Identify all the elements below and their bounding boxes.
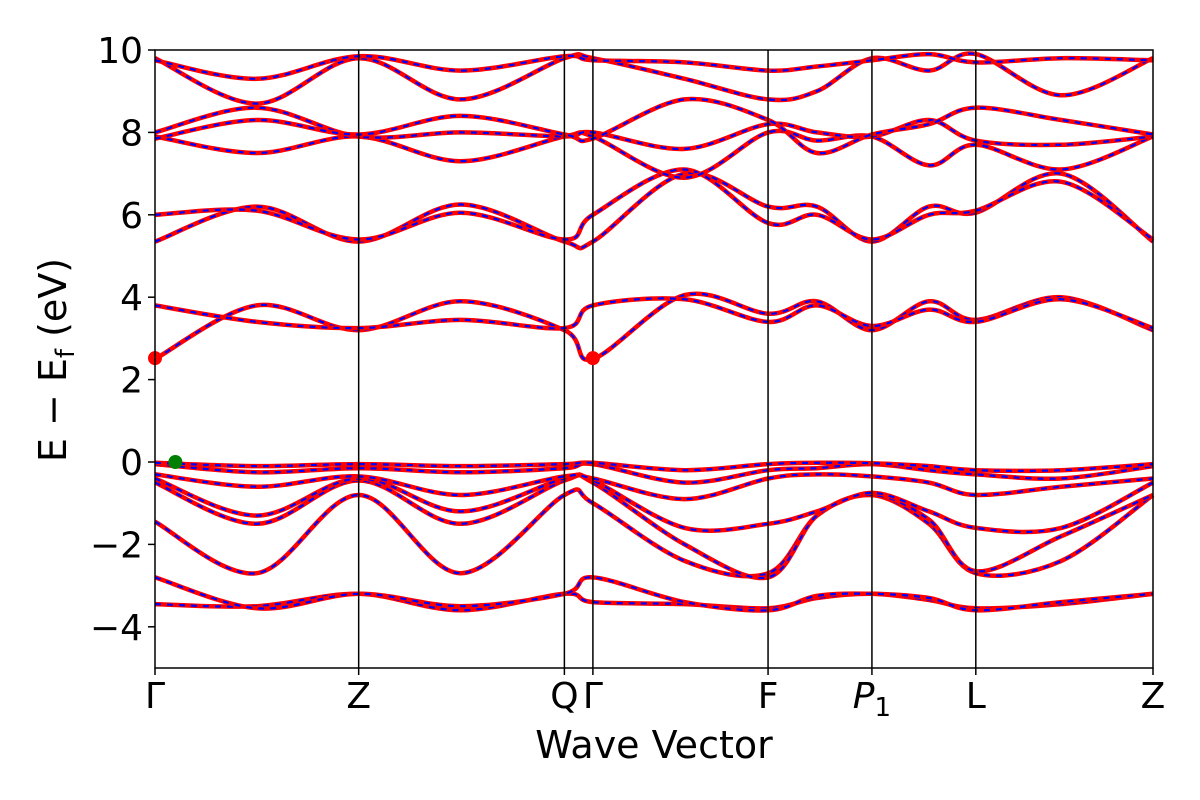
vbm-marker xyxy=(168,455,183,469)
band-4-dashed xyxy=(154,473,1154,580)
y-tick-label: −4 xyxy=(90,608,143,649)
x-axis-label: Wave Vector xyxy=(535,723,773,767)
y-axis-label-prefix: E − E xyxy=(31,358,75,462)
high-symmetry-lines xyxy=(357,50,977,668)
y-axis-label-subscript: f xyxy=(51,348,81,358)
cbm-marker xyxy=(585,351,600,366)
y-axis-label: E − Ef (eV) xyxy=(31,258,81,462)
y-axis-ticks: −4 −2 0 2 4 6 8 10 xyxy=(90,31,155,649)
band-16-dashed xyxy=(154,52,1154,105)
band-12-dashed xyxy=(154,168,1154,241)
x-tick-label: Z xyxy=(346,676,371,717)
y-tick-label: 2 xyxy=(120,361,143,402)
x-tick-label: P1 xyxy=(853,676,891,723)
y-tick-label: 10 xyxy=(97,31,143,72)
y-tick-label: 0 xyxy=(120,443,143,484)
x-tick-label: Γ xyxy=(145,676,165,717)
x-tick-label: L xyxy=(966,676,986,717)
band-4 xyxy=(154,472,1154,581)
y-tick-label: −2 xyxy=(90,525,143,566)
band-lines xyxy=(153,51,1155,613)
x-tick-label: F xyxy=(758,676,779,717)
band-11-dashed xyxy=(154,171,1154,250)
y-tick-label: 4 xyxy=(120,278,143,319)
x-tick-label: Q xyxy=(550,676,578,717)
y-tick-label: 8 xyxy=(120,113,143,154)
band-12 xyxy=(154,167,1155,242)
x-tick-label: Z xyxy=(1141,676,1166,717)
plot-frame xyxy=(154,49,1154,669)
band-11 xyxy=(154,170,1155,251)
y-tick-label: 6 xyxy=(120,196,143,237)
band-edge-markers xyxy=(148,351,600,469)
x-tick-label: Γ xyxy=(583,676,603,717)
y-axis-label-suffix: (eV) xyxy=(31,258,75,349)
x-axis-ticks: Γ Z Q Γ F P1 L Z xyxy=(145,668,1165,723)
